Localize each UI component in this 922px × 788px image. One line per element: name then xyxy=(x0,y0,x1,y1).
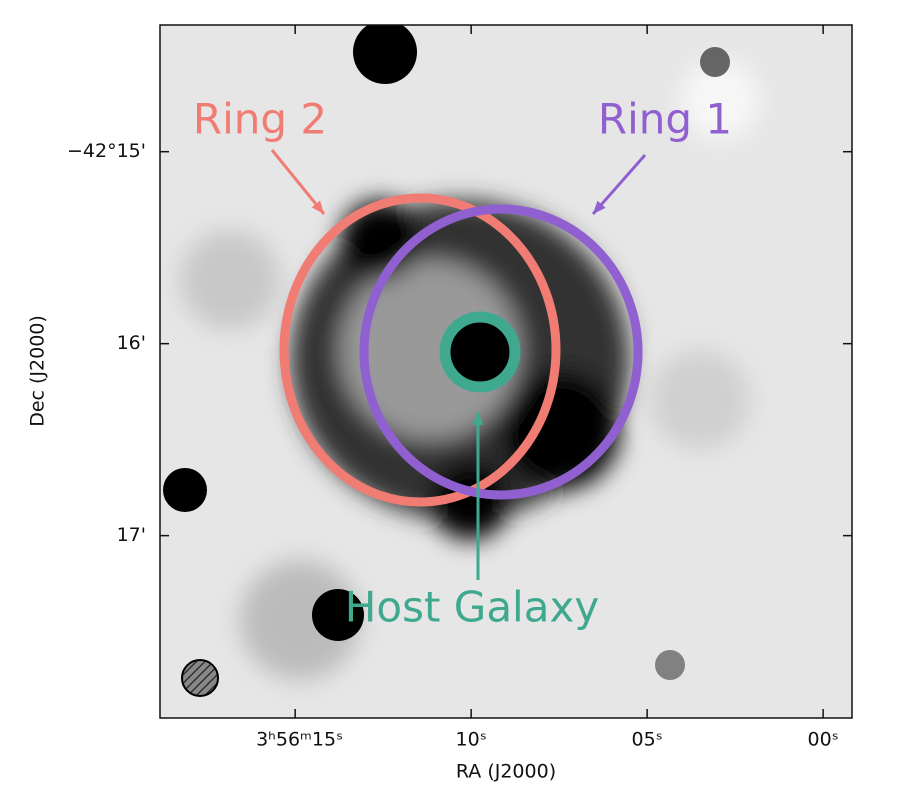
y-tick-label: 16' xyxy=(117,332,146,354)
ring-2-marker xyxy=(279,193,561,507)
host-galaxy-label: Host Galaxy xyxy=(345,583,599,632)
x-axis-label: RA (J2000) xyxy=(456,761,556,783)
beam xyxy=(181,659,219,697)
y-tick-label: 17' xyxy=(117,524,146,546)
y-axis-label: Dec (J2000) xyxy=(27,315,49,427)
sky-image xyxy=(160,25,852,718)
ring-2-label: Ring 2 xyxy=(193,95,327,144)
ring-2-arrowhead xyxy=(311,200,324,214)
x-tick-label: 10ˢ xyxy=(456,729,487,751)
ring-1-arrowhead xyxy=(593,200,606,214)
host-galaxy-marker xyxy=(439,311,521,393)
plot-frame xyxy=(159,24,853,719)
y-tick-label: −42°15' xyxy=(67,140,146,162)
host-galaxy-arrowhead xyxy=(472,412,484,425)
x-tick-label: 00ˢ xyxy=(808,729,839,751)
ring-2-arrow xyxy=(270,149,326,215)
x-tick-label: 05ˢ xyxy=(632,729,663,751)
ring-1-label: Ring 1 xyxy=(598,95,732,144)
x-tick-label: 3ʰ56ᵐ15ˢ xyxy=(256,729,343,751)
ring-1-marker xyxy=(359,204,643,500)
ring-1-arrow xyxy=(591,154,647,215)
